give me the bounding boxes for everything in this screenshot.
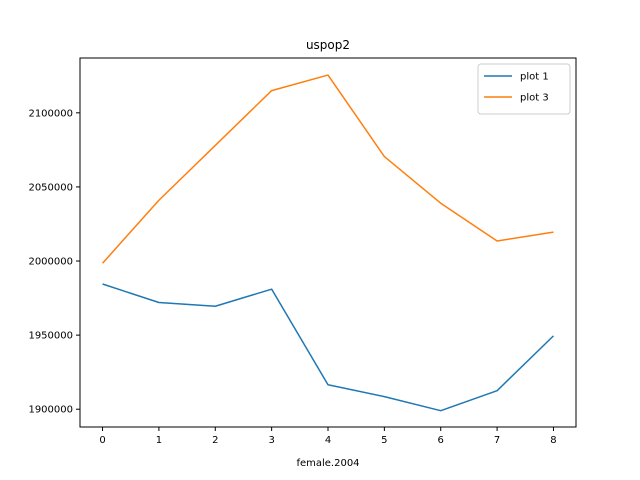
legend: plot 1 plot 3 (477, 63, 571, 115)
x-axis: 0 1 2 3 4 5 6 7 8 (99, 427, 557, 446)
x-tick-label: 6 (438, 435, 444, 446)
x-tick-label: 2 (212, 435, 218, 446)
legend-label: plot 1 (520, 72, 549, 83)
y-tick-label: 1950000 (28, 331, 73, 342)
series-layer (101, 74, 554, 412)
x-tick-label: 5 (381, 435, 387, 446)
y-tick-label: 1900000 (28, 405, 73, 416)
legend-label: plot 3 (520, 93, 549, 104)
x-tick-label: 4 (325, 435, 331, 446)
chart-title: uspop2 (306, 38, 350, 52)
x-tick-label: 3 (268, 435, 274, 446)
y-tick-label: 2100000 (28, 108, 73, 119)
y-tick-label: 2050000 (28, 182, 73, 193)
series-line-1 (102, 283, 554, 412)
y-tick-label: 2000000 (28, 257, 73, 268)
x-tick-label: 7 (494, 435, 500, 446)
y-axis: 1900000 1950000 2000000 2050000 2100000 (28, 108, 80, 416)
x-tick-label: 1 (156, 435, 162, 446)
x-tick-label: 0 (99, 435, 105, 446)
x-tick-label: 8 (550, 435, 556, 446)
series-line-2 (101, 74, 554, 264)
x-axis-label: female.2004 (296, 458, 359, 469)
